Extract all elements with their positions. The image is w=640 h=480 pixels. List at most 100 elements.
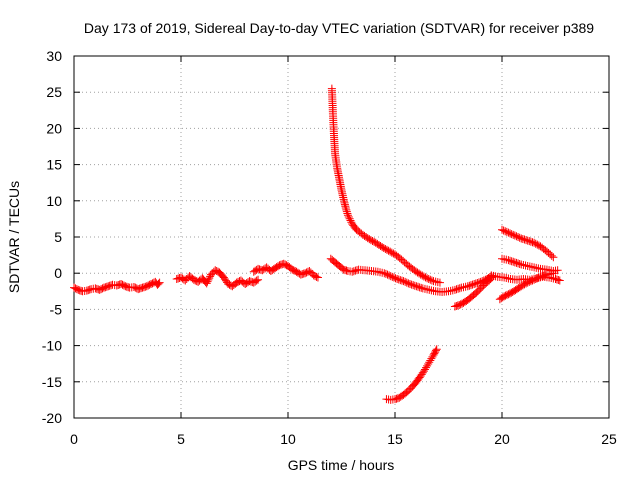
data-point (343, 211, 352, 220)
data-point (380, 269, 389, 278)
data-point (514, 259, 523, 268)
data-point (254, 275, 263, 284)
data-point (385, 271, 394, 280)
data-point (418, 368, 427, 377)
data-point (368, 236, 377, 245)
data-point (510, 258, 519, 267)
data-point (421, 273, 430, 282)
data-point (549, 269, 558, 278)
data-point (412, 282, 421, 291)
series-arc-4 (327, 84, 444, 287)
x-tick-label: 5 (177, 431, 185, 447)
data-point (528, 238, 537, 247)
y-tick-label: 25 (46, 84, 62, 100)
data-point (523, 278, 532, 287)
data-point (376, 242, 385, 251)
data-point (405, 280, 414, 289)
data-point (518, 234, 527, 243)
data-point (312, 272, 321, 281)
data-points (70, 84, 564, 404)
series-arc-3 (249, 259, 322, 282)
data-point (431, 346, 440, 355)
data-point (509, 257, 518, 266)
data-point (539, 271, 548, 280)
data-point (428, 352, 437, 361)
x-tick-label: 10 (280, 431, 296, 447)
x-tick-label: 15 (387, 431, 403, 447)
data-point (427, 276, 436, 285)
data-point (423, 274, 432, 283)
data-point (365, 235, 374, 244)
data-point (525, 277, 534, 286)
x-tick-label: 0 (70, 431, 78, 447)
data-point (450, 285, 459, 294)
data-point (512, 232, 521, 241)
data-point (426, 356, 435, 365)
data-point (520, 235, 529, 244)
data-point (384, 246, 393, 255)
data-point (538, 272, 547, 281)
series-arc-9 (498, 254, 562, 276)
data-point (419, 272, 428, 281)
data-point (252, 276, 261, 285)
data-point (533, 240, 542, 249)
series-arc-7 (450, 272, 498, 311)
data-point (418, 271, 427, 280)
data-point (526, 277, 535, 286)
data-point (220, 275, 229, 284)
data-point (420, 365, 429, 374)
data-point (522, 236, 531, 245)
series-arc-1 (70, 277, 164, 296)
y-tick-label: 30 (46, 48, 62, 64)
data-point (416, 270, 425, 279)
data-point (517, 282, 526, 291)
data-point (404, 279, 413, 288)
data-point (396, 276, 405, 285)
data-point (351, 266, 360, 275)
data-point (414, 282, 423, 291)
data-point (520, 280, 529, 289)
data-point (473, 278, 482, 287)
data-point (370, 237, 379, 246)
grid-lines (74, 56, 609, 418)
x-tick-label: 20 (494, 431, 510, 447)
data-point (423, 361, 432, 370)
data-point (343, 209, 352, 218)
data-point (424, 360, 433, 369)
data-point (526, 237, 535, 246)
data-point (499, 226, 508, 235)
y-tick-label: 5 (54, 229, 62, 245)
data-point (205, 274, 214, 283)
data-point (415, 269, 424, 278)
data-point (381, 244, 390, 253)
y-tick-label: 10 (46, 193, 62, 209)
data-point (394, 275, 403, 284)
data-point (523, 236, 532, 245)
data-point (518, 281, 527, 290)
data-point (383, 270, 392, 279)
data-point (344, 213, 353, 222)
series-arc-8 (498, 225, 558, 262)
data-point (341, 204, 350, 213)
data-point (415, 283, 424, 292)
data-point (313, 273, 322, 282)
data-point (402, 278, 411, 287)
data-point (530, 275, 539, 284)
x-tick-labels: 0 5 10 15 20 25 (70, 431, 617, 447)
y-tick-label: 0 (54, 265, 62, 281)
data-point (407, 280, 416, 289)
y-axis-label: SDTVAR / TECUs (6, 181, 22, 293)
data-point (346, 216, 355, 225)
data-point (470, 280, 479, 289)
data-point (410, 281, 419, 290)
data-point (465, 281, 474, 290)
axis-ticks (73, 55, 610, 419)
data-point (510, 231, 519, 240)
data-point (452, 285, 461, 294)
data-point (417, 283, 426, 292)
data-point (504, 228, 513, 237)
data-point (515, 233, 524, 242)
data-point (154, 279, 163, 288)
data-point (342, 205, 351, 214)
